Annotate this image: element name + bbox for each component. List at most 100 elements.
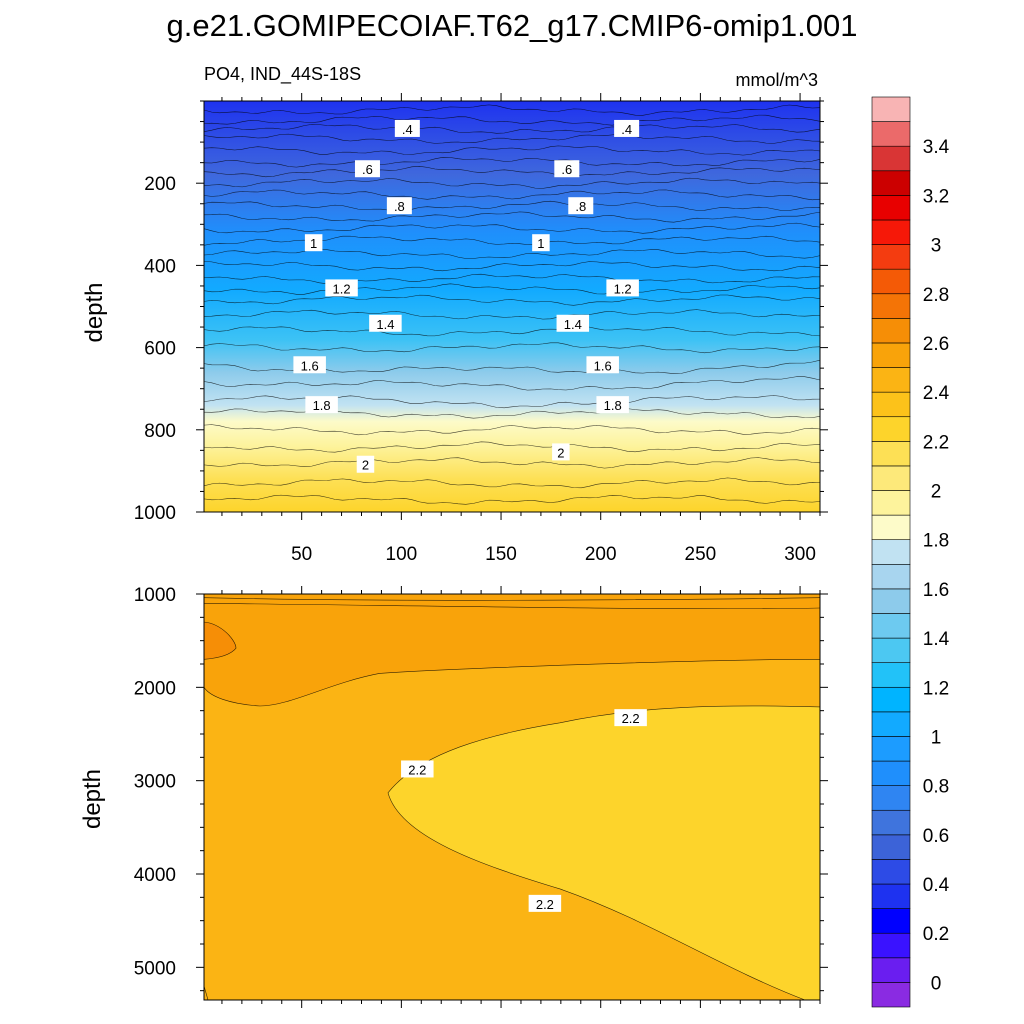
colorbar-swatch	[871, 465, 911, 491]
top-contour-label: .6	[354, 160, 380, 178]
top-contour-line	[204, 424, 820, 436]
top-contour-label: .4	[394, 119, 420, 137]
contour-label-text: 1.8	[313, 398, 331, 413]
bottom-region-high	[388, 705, 820, 1000]
colorbar-swatch	[871, 563, 911, 590]
y-tick-label: 3000	[134, 772, 176, 793]
bottom-band-orange	[204, 603, 820, 706]
contour-label-text: 1.6	[594, 358, 612, 373]
top-contour-line	[204, 114, 820, 126]
contour-label-text: 1.6	[301, 358, 319, 373]
top-contour-line	[204, 283, 820, 295]
colorbar-swatch	[871, 908, 911, 934]
contour-label-box	[325, 279, 358, 297]
colorbar-tick-label: 0.4	[923, 875, 950, 896]
contour-label-box	[556, 314, 590, 332]
bottom-blob-dark	[204, 622, 236, 660]
panel-subtitle-left: PO4, IND_44S-18S	[204, 64, 361, 85]
colorbar-swatch	[871, 342, 911, 368]
top-contour-line	[204, 326, 820, 337]
top-contour-line	[204, 157, 820, 168]
colorbar-swatch	[871, 883, 911, 909]
bottom-contour-line	[204, 985, 209, 1000]
colorbar-tick-label: 1.4	[923, 629, 950, 650]
colorbar-swatch	[871, 195, 911, 221]
colorbar-swatch	[871, 514, 911, 541]
colorbar-tick-label: 2.8	[923, 285, 949, 306]
y-tick-label: 200	[144, 174, 176, 195]
top-contour-line	[204, 294, 820, 306]
colorbar-swatch	[871, 367, 911, 393]
contour-label-text: 2.2	[408, 762, 426, 777]
colorbar-swatch	[871, 613, 911, 639]
bottom-contour-label: 2.2	[528, 894, 562, 912]
contour-label-text: 2	[557, 445, 564, 460]
top-contour-line	[204, 189, 820, 201]
top-panel: PO4, IND_44S-18S mmol/m^3 .4 .4 .6 .6 .8 .8 1 1…	[81, 64, 828, 565]
top-contour-line	[204, 222, 820, 234]
colorbar-swatch	[871, 982, 911, 1008]
colorbar-swatch	[871, 145, 911, 172]
top-contour-label: 2	[552, 443, 570, 461]
top-contour-label: 1.8	[305, 396, 338, 414]
contour-label-text: 2.2	[536, 897, 554, 912]
colorbar-swatch	[871, 318, 911, 344]
colorbar-swatch	[871, 834, 911, 860]
contour-label-box	[532, 234, 550, 252]
top-contour-line	[204, 211, 820, 223]
top-contour-field	[204, 101, 820, 512]
contour-label-box	[394, 119, 420, 137]
colorbar-tick-label: 0	[931, 973, 942, 994]
bottom-contour-line	[204, 621, 237, 660]
x-tick-label: 250	[685, 544, 717, 565]
contour-label-box	[369, 314, 402, 332]
top-contour-label: .8	[568, 197, 594, 215]
top-y-axis-title: depth	[81, 282, 108, 342]
contour-label-box	[552, 443, 570, 461]
y-tick-label: 600	[144, 339, 176, 360]
top-contour-line	[204, 166, 820, 178]
colorbar-swatch	[871, 711, 911, 737]
y-tick-label: 1000	[134, 585, 176, 606]
contour-label-text: 2	[362, 458, 369, 473]
top-contour-label: 1.6	[586, 356, 619, 374]
contour-label-text: 1.4	[376, 317, 394, 332]
colorbar-swatch	[871, 760, 911, 786]
colorbar-tick-label: 2.4	[923, 383, 950, 404]
x-tick-label: 100	[386, 544, 418, 565]
top-contour-line	[204, 124, 820, 134]
colorbar-tick-label: 3.2	[923, 186, 949, 207]
colorbar-swatch	[871, 170, 911, 196]
colorbar-tick-label: 2.6	[923, 334, 949, 355]
bottom-contour-labels: 2.2 2.2 2.2	[401, 709, 647, 912]
bottom-contour-line	[204, 603, 820, 610]
y-tick-label: 800	[144, 421, 176, 442]
contour-label-text: .8	[394, 199, 405, 214]
colorbar-swatch	[871, 809, 911, 836]
colorbar: 0 0.2 0.4 0.6 0.8 1 1.2 1.4 1.6 1.8 2 2.2 2.4 2.6 2.8 3…	[871, 96, 950, 1008]
colorbar-swatch	[871, 293, 911, 319]
contour-label-text: .4	[402, 122, 413, 137]
top-axes: 200 400 600 800 1000 50 100 150 200 250 300	[134, 93, 828, 565]
contour-label-box	[305, 396, 338, 414]
figure-title: g.e21.GOMIPECOIAF.T62_g17.CMIP6-omip1.00…	[167, 8, 858, 43]
top-field-background	[204, 101, 820, 512]
contour-label-box	[354, 160, 380, 178]
contour-label-text: .6	[561, 162, 572, 177]
colorbar-swatch	[871, 121, 911, 147]
colorbar-tick-label: 1.6	[923, 580, 949, 601]
x-tick-label: 50	[291, 544, 312, 565]
top-contour-label: 1.4	[369, 314, 402, 332]
colorbar-swatch	[871, 588, 911, 614]
top-contour-line	[204, 477, 820, 489]
bottom-contour-line	[204, 659, 820, 707]
colorbar-tick-label: 1	[931, 727, 942, 748]
top-contour-labels: .4 .4 .6 .6 .8 .8 1 1 1.2 1.2 1.4 1.4 1.6 1.6 1.8 1.8 2 2	[293, 119, 640, 473]
contour-label-text: 1.2	[614, 281, 632, 296]
colorbar-swatch	[871, 785, 911, 811]
bottom-plot-frame	[203, 593, 821, 1001]
panel-units-label: mmol/m^3	[736, 70, 818, 90]
colorbar-swatch	[871, 736, 911, 762]
colorbar-tick-label: 2.2	[923, 432, 949, 453]
colorbar-swatch	[871, 859, 911, 885]
